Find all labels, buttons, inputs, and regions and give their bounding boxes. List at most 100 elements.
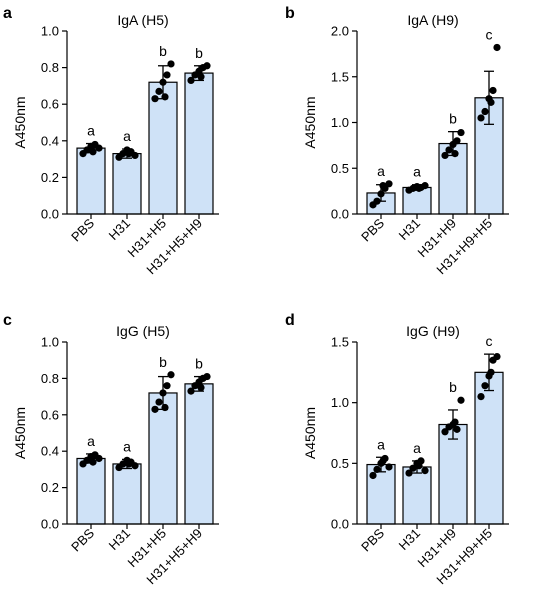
bar [76, 147, 106, 215]
data-point [451, 418, 459, 426]
chart-title: IgG (H9) [406, 323, 460, 339]
significance-letter: c [486, 333, 493, 349]
data-point [159, 389, 167, 397]
data-point [187, 76, 195, 85]
data-point [187, 387, 195, 395]
y-tick-label: 0.6 [41, 407, 59, 422]
data-point [481, 107, 489, 116]
y-tick-label: 1.0 [331, 115, 349, 130]
panel-letter: c [3, 312, 12, 329]
data-point [441, 428, 449, 436]
y-tick-label: 0.5 [331, 161, 349, 176]
significance-letter: a [123, 128, 131, 144]
data-point [451, 150, 459, 158]
y-tick-label: 1.0 [41, 335, 59, 350]
data-point [453, 137, 461, 145]
x-tick-label: H31 [106, 216, 133, 243]
data-point [441, 151, 449, 160]
y-tick-label: 0.4 [41, 133, 59, 148]
data-point [377, 190, 385, 198]
data-point [167, 371, 175, 379]
data-point [385, 180, 393, 188]
bar [112, 153, 142, 215]
data-point [489, 86, 497, 95]
y-tick-label: 1.5 [331, 335, 349, 350]
data-point [161, 93, 169, 101]
data-point [155, 398, 163, 406]
y-tick-label: 0.2 [41, 480, 59, 495]
chart-title: IgG (H5) [116, 323, 170, 339]
data-point [131, 151, 139, 160]
significance-letter: b [449, 379, 457, 395]
data-point [445, 146, 453, 154]
data-point [203, 372, 211, 381]
significance-letter: a [123, 438, 131, 454]
data-point [167, 60, 175, 68]
data-point [385, 463, 393, 471]
y-tick-label: 1.0 [41, 24, 59, 39]
data-point [89, 458, 97, 466]
data-point [379, 457, 387, 465]
data-point [197, 383, 205, 392]
data-point [373, 197, 381, 205]
significance-letter: a [413, 164, 421, 180]
data-point [95, 144, 103, 152]
data-point [125, 150, 133, 158]
data-point [155, 87, 163, 95]
bar [76, 457, 106, 525]
y-tick-label: 0.4 [41, 444, 59, 459]
significance-letter: c [486, 26, 493, 42]
panel-letter: b [285, 5, 295, 22]
y-axis-title: A450nm [302, 96, 318, 148]
bar [148, 81, 178, 215]
x-tick-label: PBS [68, 215, 97, 244]
significance-letter: a [413, 440, 421, 456]
data-point [151, 405, 159, 413]
bar [184, 383, 214, 525]
data-point [203, 62, 211, 70]
data-point [405, 469, 413, 477]
data-point [487, 368, 495, 376]
data-point [369, 471, 377, 480]
x-tick-label: PBS [68, 525, 97, 554]
chart-panel-b: b IgA (H9)A450nmaPBSaH31bH31+H9cH31+H9+H5… [285, 5, 509, 277]
y-tick-label: 0.8 [41, 371, 59, 386]
data-point [161, 403, 169, 412]
y-tick-label: 0.0 [41, 517, 59, 532]
data-point [409, 464, 417, 472]
data-point [421, 182, 429, 190]
data-point [415, 462, 423, 470]
data-point [487, 98, 495, 106]
y-tick-label: 0.0 [41, 207, 59, 222]
y-tick-label: 0.0 [331, 517, 349, 532]
significance-letter: b [159, 354, 167, 370]
x-tick-label: PBS [358, 525, 387, 554]
panel-letter: d [285, 312, 295, 329]
data-point [125, 460, 133, 468]
x-tick-label: H31 [106, 526, 133, 553]
significance-letter: a [377, 436, 385, 452]
significance-letter: a [87, 123, 95, 139]
data-point [477, 393, 485, 401]
significance-letter: b [195, 45, 203, 61]
data-point [493, 43, 501, 52]
bar [112, 463, 142, 525]
chart-title: IgA (H5) [117, 12, 168, 28]
data-point [197, 73, 205, 81]
y-tick-label: 0.2 [41, 170, 59, 185]
data-point [373, 465, 381, 473]
bar [184, 72, 214, 215]
y-tick-label: 1.5 [331, 69, 349, 84]
data-point [89, 148, 97, 156]
significance-letter: a [377, 163, 385, 179]
bar [148, 392, 178, 525]
data-point [457, 396, 465, 404]
panel-letter: a [3, 5, 12, 22]
x-tick-label: H31 [396, 526, 423, 553]
data-point [151, 95, 159, 103]
data-point [415, 184, 423, 192]
y-axis-title: A450nm [302, 407, 318, 459]
